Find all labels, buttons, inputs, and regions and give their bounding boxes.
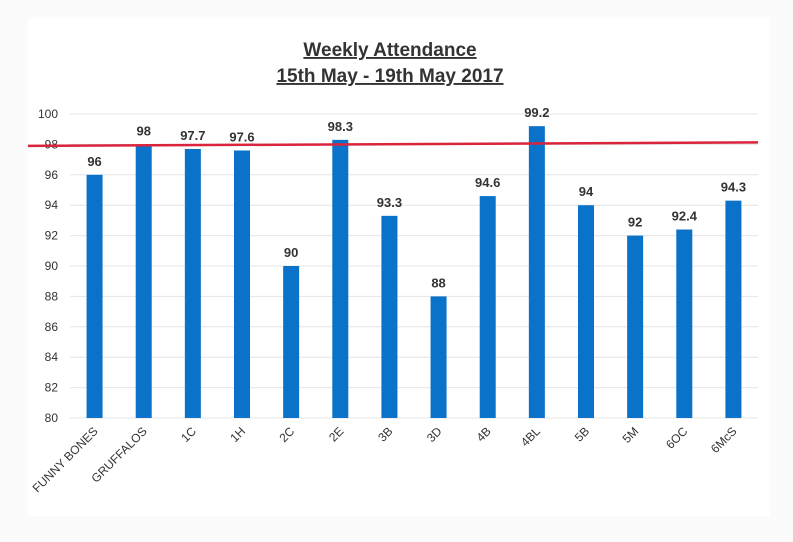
data-label: 94.6 bbox=[475, 175, 500, 190]
y-tick-label: 88 bbox=[45, 289, 59, 303]
data-label: 90 bbox=[284, 245, 298, 260]
bar bbox=[627, 235, 644, 418]
data-label: 96 bbox=[87, 154, 101, 169]
data-labels: 96 98 97.7 97.6 90 98.3 93.3 88 94.6 99.2 94 92 92.4… bbox=[87, 105, 746, 290]
target-line bbox=[27, 141, 759, 148]
data-label: 97.7 bbox=[180, 128, 205, 143]
y-axis-ticks: 80 82 84 86 88 90 92 94 96 98 100 bbox=[38, 107, 58, 425]
data-label: 97.6 bbox=[229, 129, 254, 144]
bar bbox=[184, 148, 201, 418]
y-tick-label: 98 bbox=[45, 137, 59, 151]
bar bbox=[381, 215, 398, 418]
bar bbox=[283, 266, 300, 418]
data-label: 92.4 bbox=[672, 209, 698, 224]
data-label: 94 bbox=[579, 184, 594, 199]
bar bbox=[135, 144, 152, 418]
y-tick-label: 94 bbox=[45, 198, 59, 212]
data-label: 99.2 bbox=[524, 105, 549, 120]
y-tick-label: 84 bbox=[45, 350, 59, 364]
data-label: 98.3 bbox=[328, 119, 353, 134]
bar bbox=[332, 139, 349, 418]
bar bbox=[578, 205, 594, 418]
y-tick-label: 86 bbox=[45, 320, 59, 334]
chart-subtitle: 15th May - 19th May 2017 bbox=[276, 66, 503, 87]
bar bbox=[725, 200, 742, 418]
bar bbox=[479, 196, 496, 418]
bar bbox=[234, 150, 250, 419]
y-tick-label: 96 bbox=[45, 168, 59, 182]
data-label: 88 bbox=[431, 275, 445, 290]
y-tick-label: 80 bbox=[45, 411, 59, 425]
y-tick-label: 90 bbox=[45, 259, 59, 273]
data-label: 98 bbox=[136, 123, 150, 138]
data-label: 94.3 bbox=[721, 180, 746, 195]
data-label: 93.3 bbox=[377, 195, 402, 210]
chart-title: Weekly Attendance bbox=[303, 40, 476, 61]
y-tick-label: 82 bbox=[45, 381, 59, 395]
bar bbox=[86, 174, 103, 418]
y-tick-label: 92 bbox=[45, 229, 59, 243]
bar bbox=[528, 126, 545, 418]
y-tick-label: 100 bbox=[38, 107, 58, 121]
bars bbox=[86, 126, 742, 419]
data-label: 92 bbox=[628, 215, 642, 230]
bar bbox=[430, 296, 447, 418]
bar bbox=[676, 229, 693, 418]
